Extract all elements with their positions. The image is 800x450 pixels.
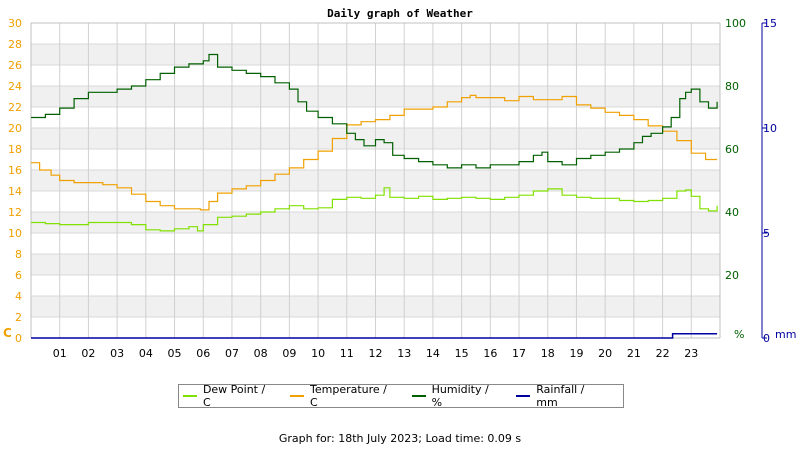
- rain-tick-label: 0: [763, 332, 770, 345]
- x-tick-label: 09: [282, 347, 296, 360]
- x-tick-label: 19: [569, 347, 583, 360]
- rain-tick-label: 5: [763, 227, 770, 240]
- left-axis-unit: C: [3, 326, 12, 340]
- legend-swatch: [411, 395, 426, 397]
- humidity-tick-label: 40: [725, 206, 739, 219]
- left-tick-label: 24: [8, 80, 22, 93]
- left-tick-label: 6: [15, 269, 22, 282]
- legend-item-temperature: Temperature / C: [290, 383, 398, 409]
- legend-label: Humidity / %: [431, 383, 489, 409]
- x-tick-label: 12: [369, 347, 383, 360]
- left-tick-label: 2: [15, 311, 22, 324]
- left-tick-label: 0: [15, 332, 22, 345]
- x-tick-label: 07: [225, 347, 239, 360]
- x-tick-label: 14: [426, 347, 440, 360]
- rainfall-line: [31, 333, 718, 339]
- left-tick-label: 28: [8, 38, 22, 51]
- legend-label: Temperature / C: [310, 383, 387, 409]
- humidity-axis-unit: %: [734, 328, 744, 341]
- x-tick-label: 03: [110, 347, 124, 360]
- x-tick-label: 22: [656, 347, 670, 360]
- x-tick-label: 23: [684, 347, 698, 360]
- rain-tick-label: 10: [763, 122, 777, 135]
- left-tick-label: 8: [15, 248, 22, 261]
- x-tick-label: 11: [340, 347, 354, 360]
- x-tick-label: 13: [397, 347, 411, 360]
- legend-swatch: [290, 395, 304, 397]
- x-tick-label: 15: [455, 347, 469, 360]
- left-tick-label: 18: [8, 143, 22, 156]
- legend-label: Rainfall / mm: [536, 383, 585, 409]
- dew-point-line: [31, 187, 718, 232]
- x-tick-label: 01: [53, 347, 67, 360]
- left-tick-label: 4: [15, 290, 22, 303]
- x-tick-label: 21: [627, 347, 641, 360]
- humidity-line: [31, 53, 718, 169]
- legend-item-dew-point: Dew Point / C: [183, 383, 276, 409]
- chart-legend: Dew Point / C Temperature / C Humidity /…: [178, 383, 624, 409]
- legend-item-rainfall: Rainfall / mm: [516, 383, 609, 409]
- legend-item-humidity: Humidity / %: [411, 383, 503, 409]
- footer-text: Graph for: 18th July 2023; Load time: 0.…: [278, 432, 522, 445]
- humidity-tick-label: 20: [725, 269, 739, 282]
- x-tick-label: 02: [81, 347, 95, 360]
- rain-tick-label: 15: [763, 17, 777, 30]
- x-tick-label: 18: [541, 347, 555, 360]
- left-tick-label: 14: [8, 185, 22, 198]
- x-tick-label: 06: [196, 347, 210, 360]
- left-tick-label: 10: [8, 227, 22, 240]
- chart-title: Daily graph of Weather: [327, 7, 473, 20]
- axis-ticks: 0246810121416182022242628302040608010005…: [8, 17, 777, 360]
- x-tick-label: 17: [512, 347, 526, 360]
- legend-label: Dew Point / C: [202, 383, 266, 409]
- legend-swatch: [183, 395, 197, 397]
- humidity-tick-label: 80: [725, 80, 739, 93]
- temperature-line: [31, 94, 718, 211]
- left-tick-label: 16: [8, 164, 22, 177]
- x-tick-label: 08: [254, 347, 268, 360]
- legend-swatch: [516, 395, 531, 397]
- left-tick-label: 30: [8, 17, 22, 30]
- x-tick-label: 16: [483, 347, 497, 360]
- left-tick-label: 26: [8, 59, 22, 72]
- x-tick-label: 05: [168, 347, 182, 360]
- humidity-tick-label: 60: [725, 143, 739, 156]
- rain-axis-unit: mm: [775, 328, 796, 341]
- left-tick-label: 20: [8, 122, 22, 135]
- plot-series: [31, 53, 718, 339]
- x-tick-label: 20: [598, 347, 612, 360]
- left-tick-label: 12: [8, 206, 22, 219]
- x-tick-label: 10: [311, 347, 325, 360]
- x-tick-label: 04: [139, 347, 153, 360]
- humidity-tick-label: 100: [725, 17, 746, 30]
- left-tick-label: 22: [8, 101, 22, 114]
